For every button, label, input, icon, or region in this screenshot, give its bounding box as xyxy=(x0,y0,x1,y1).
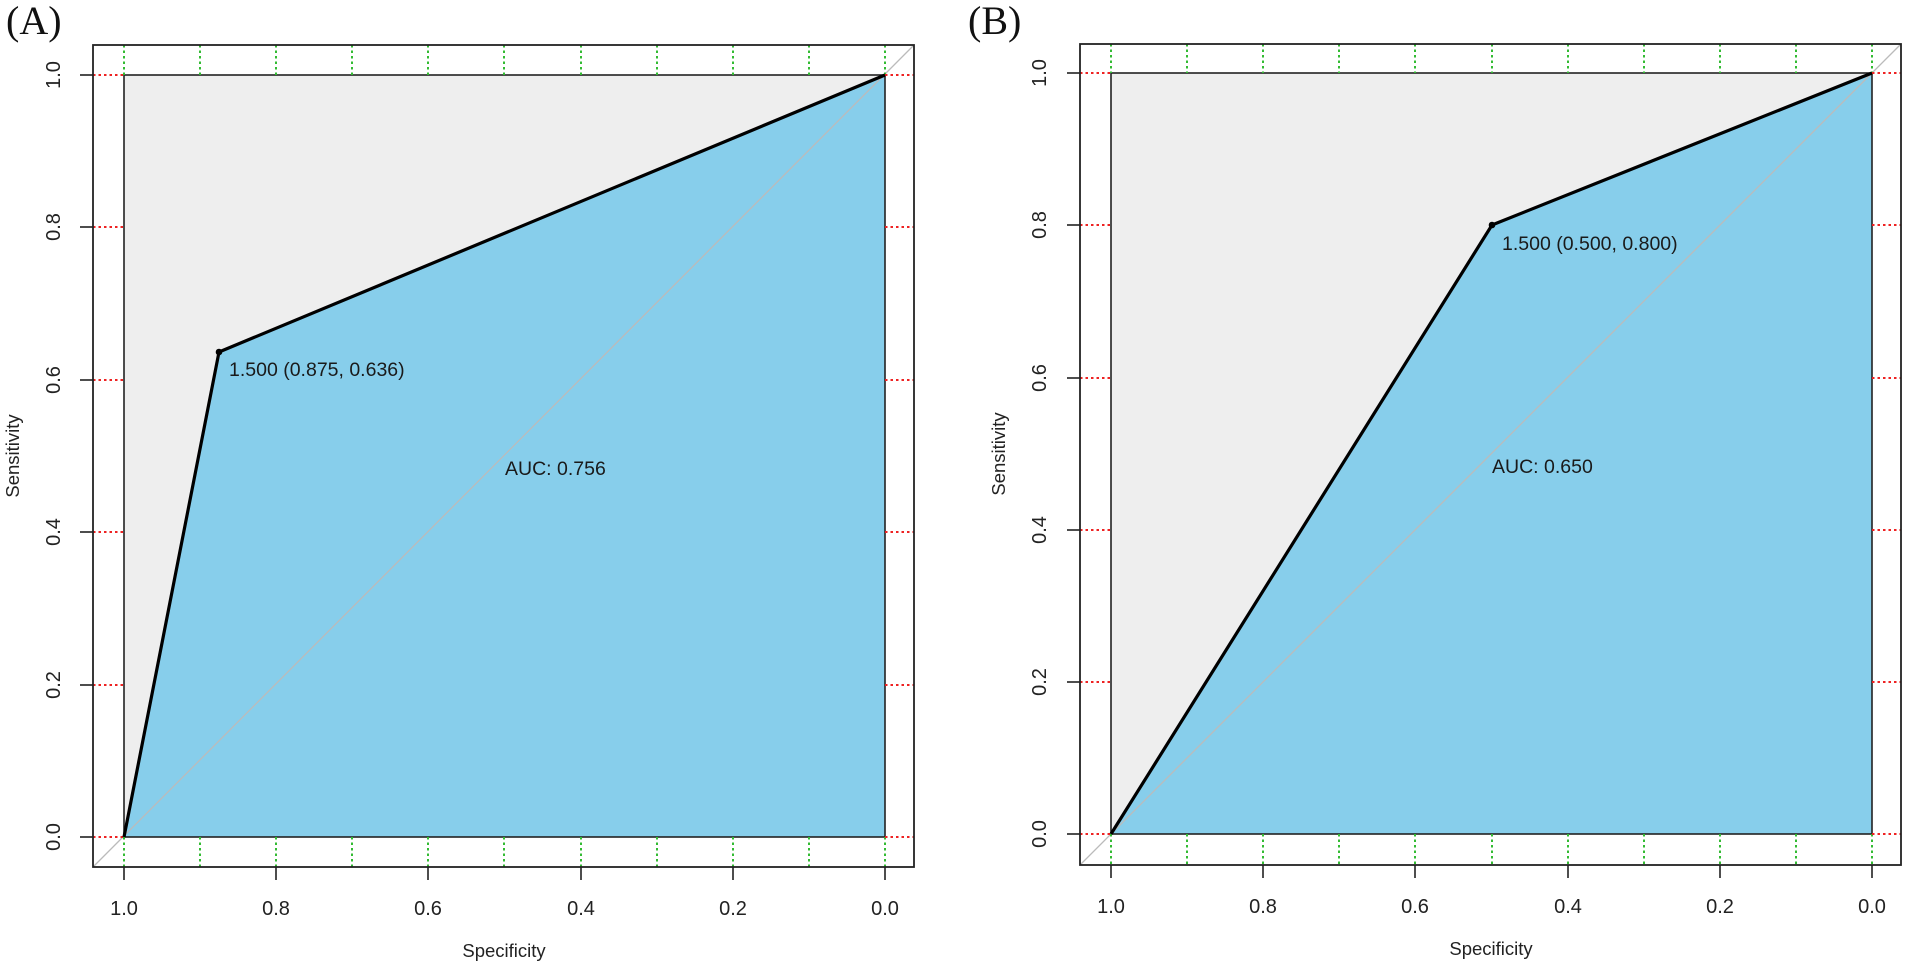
panel-b-frame xyxy=(1079,43,1902,866)
panel-b-y-axis-label: Sensitivity xyxy=(988,412,1009,496)
panel-a: (A) xyxy=(2,0,915,961)
panel-b-vgrid xyxy=(1110,44,1873,865)
panel-b-x-tick-labels: 1.0 0.8 0.6 0.4 0.2 0.0 xyxy=(1097,896,1886,918)
x-tick-label: 0.0 xyxy=(871,898,899,920)
panel-b-hgrid xyxy=(1080,72,1901,835)
panel-b-label: (B) xyxy=(968,0,1021,43)
panel-a-frame xyxy=(92,44,915,868)
panel-b-auc-annotation: AUC: 0.650 xyxy=(1492,456,1593,478)
y-tick-label: 0.4 xyxy=(1029,516,1051,544)
y-tick-label: 0.6 xyxy=(1029,364,1051,392)
x-tick-label: 0.2 xyxy=(719,898,747,920)
x-tick-label: 0.6 xyxy=(414,898,442,920)
panel-a-diagonal xyxy=(92,44,915,868)
panel-a-y-tick-labels: 0.0 0.2 0.4 0.6 0.8 1.0 xyxy=(43,61,65,851)
panel-a-x-axis-label: Specificity xyxy=(462,940,546,961)
y-tick-label: 0.0 xyxy=(1029,820,1051,848)
panel-a-ticks xyxy=(80,74,886,880)
panel-a-y-axis-label: Sensitivity xyxy=(2,414,23,498)
panel-b-x-axis-label: Specificity xyxy=(1449,938,1533,959)
panel-a-hgrid xyxy=(93,74,914,838)
y-tick-label: 1.0 xyxy=(43,61,65,89)
panel-a-auc-area xyxy=(124,75,885,837)
panel-a-x-tick-labels: 1.0 0.8 0.6 0.4 0.2 0.0 xyxy=(110,898,899,920)
y-tick-label: 0.8 xyxy=(43,213,65,241)
x-tick-label: 0.4 xyxy=(567,898,595,920)
panel-a-label: (A) xyxy=(6,0,62,43)
y-tick-label: 0.6 xyxy=(43,366,65,394)
panel-a-auc-annotation: AUC: 0.756 xyxy=(505,458,606,480)
y-tick-label: 0.2 xyxy=(1029,668,1051,696)
y-tick-label: 0.8 xyxy=(1029,211,1051,239)
x-tick-label: 1.0 xyxy=(110,898,138,920)
x-tick-label: 0.8 xyxy=(262,898,290,920)
panel-a-threshold-point xyxy=(215,348,223,356)
panel-b-threshold-point xyxy=(1488,221,1496,229)
y-tick-label: 0.4 xyxy=(43,518,65,546)
x-tick-label: 0.0 xyxy=(1858,896,1886,918)
y-tick-label: 0.0 xyxy=(43,823,65,851)
y-tick-label: 0.2 xyxy=(43,671,65,699)
x-tick-label: 0.8 xyxy=(1249,896,1277,918)
x-tick-label: 1.0 xyxy=(1097,896,1125,918)
panel-b-y-tick-labels: 0.0 0.2 0.4 0.6 0.8 1.0 xyxy=(1029,59,1051,848)
x-tick-label: 0.6 xyxy=(1401,896,1429,918)
panel-b-threshold-annotation: 1.500 (0.500, 0.800) xyxy=(1502,233,1678,255)
panel-b-ticks xyxy=(1067,72,1873,878)
panel-b: (B) xyxy=(968,0,1902,959)
x-tick-label: 0.4 xyxy=(1554,896,1582,918)
panel-a-threshold-annotation: 1.500 (0.875, 0.636) xyxy=(229,359,405,381)
x-tick-label: 0.2 xyxy=(1706,896,1734,918)
y-tick-label: 1.0 xyxy=(1029,59,1051,87)
panel-b-diagonal xyxy=(1079,43,1902,866)
